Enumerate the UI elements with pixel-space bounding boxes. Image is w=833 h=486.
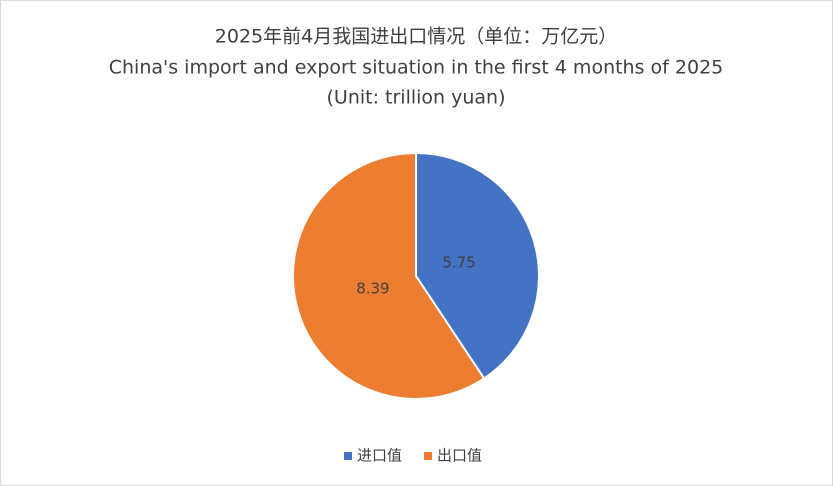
- legend-swatch: [344, 452, 352, 460]
- chart-title: China's import and export situation in t…: [109, 57, 724, 79]
- pie-slice: [292, 151, 486, 400]
- legend-label: 进口值: [357, 447, 402, 465]
- chart-title: (Unit: trillion yuan): [327, 87, 506, 109]
- data-label: 5.75: [442, 253, 475, 271]
- legend-swatch: [424, 452, 433, 460]
- chart-title: 2025年前4月我国进出口情况（单位：万亿元）: [215, 26, 617, 48]
- legend-label: 出口值: [437, 447, 482, 465]
- data-label: 8.39: [356, 280, 389, 298]
